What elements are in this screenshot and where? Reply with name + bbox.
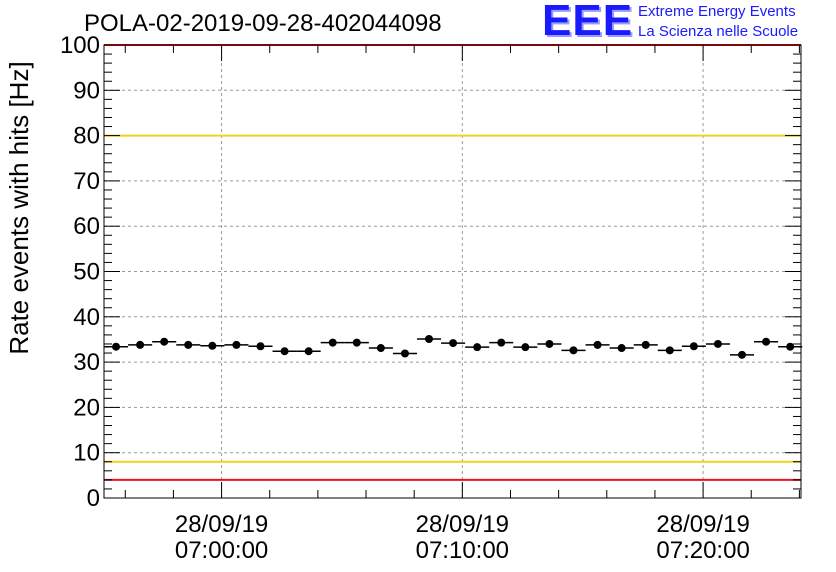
y-tick-label: 30 [73,349,100,376]
y-tick-label: 70 [73,168,100,195]
data-point [521,343,530,352]
data-point [473,343,482,352]
logo-caption-line2: La Scienza nelle Scuole [638,23,799,40]
data-point [713,339,722,348]
y-tick-label: 90 [73,77,100,104]
data-point [208,341,217,350]
data-point [256,342,265,351]
data-point [738,350,747,359]
data-point [376,344,385,353]
data-point [184,340,193,349]
data-point [328,338,337,347]
data-point [136,340,145,349]
data-point [449,339,458,348]
y-tick-label: 80 [73,123,100,150]
y-tick-label: 10 [73,440,100,467]
eee-logo-mark: EEE [542,0,634,45]
tick-labels: 010203040506070809010028/09/1907:00:0028… [60,32,750,564]
grid-lines [104,45,801,498]
y-tick-label: 60 [73,213,100,240]
x-tick-time-label: 07:10:00 [416,537,509,564]
chart-title: POLA-02-2019-09-28-402044098 [84,10,442,37]
data-point [232,340,241,349]
data-point [689,342,698,351]
y-tick-label: 40 [73,304,100,331]
data-point [160,337,169,346]
data-point [352,338,361,347]
data-point [593,340,602,349]
y-tick-label: 100 [60,32,100,59]
data-point [641,340,650,349]
data-point [280,347,289,356]
data-point [304,347,313,356]
data-point [545,339,554,348]
x-tick-time-label: 07:00:00 [175,537,268,564]
data-point [617,344,626,353]
x-tick-date-label: 28/09/19 [416,511,509,538]
logo-caption-line1: Extreme Energy Events [638,3,796,20]
reference-lines [104,44,801,481]
data-point [497,338,506,347]
axis-ticks [104,44,801,499]
y-tick-label: 50 [73,259,100,286]
y-axis-label: Rate events with hits [Hz] [4,61,34,354]
x-tick-date-label: 28/09/19 [656,511,749,538]
y-tick-label: 20 [73,394,100,421]
x-tick-time-label: 07:20:00 [656,537,749,564]
data-point [569,346,578,355]
data-point [762,337,771,346]
data-point [425,334,434,343]
data-points [104,334,803,359]
x-tick-date-label: 28/09/19 [175,511,268,538]
data-point [786,342,795,351]
y-tick-label: 0 [87,485,100,512]
data-point [400,349,409,358]
data-point [665,346,674,355]
data-point [112,342,121,351]
